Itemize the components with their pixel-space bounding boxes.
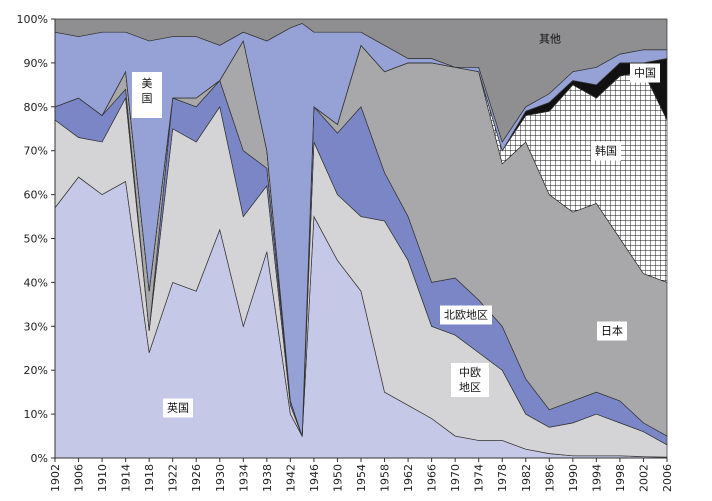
x-tick-label: 2006 [661, 464, 674, 492]
y-tick-label: 60% [24, 189, 48, 202]
x-tick-label: 1950 [331, 464, 344, 492]
x-tick-label: 1906 [73, 464, 86, 492]
y-tick-label: 90% [24, 57, 48, 70]
x-tick-label: 2002 [637, 464, 650, 492]
x-tick-label: 1954 [355, 464, 368, 492]
x-tick-label: 1962 [402, 464, 415, 492]
x-tick-label: 1966 [426, 464, 439, 492]
y-tick-label: 20% [24, 364, 48, 377]
y-tick-label: 70% [24, 145, 48, 158]
series-label: 英国 [163, 398, 193, 418]
y-tick-label: 30% [24, 320, 48, 333]
x-tick-label: 1994 [590, 464, 603, 492]
x-tick-label: 1934 [237, 464, 250, 492]
x-tick-label: 1986 [543, 464, 556, 492]
series-label: 美国 [132, 72, 162, 118]
y-tick-label: 0% [31, 452, 48, 465]
series-label: 其他 [539, 32, 561, 46]
x-tick-label: 1914 [120, 464, 133, 492]
x-tick-label: 1926 [190, 464, 203, 492]
x-tick-label: 1958 [379, 464, 392, 492]
y-tick-label: 10% [24, 408, 48, 421]
series-label: 中国 [630, 63, 660, 83]
x-tick-label: 1982 [520, 464, 533, 492]
x-tick-label: 1974 [473, 464, 486, 492]
series-label: 日本 [597, 321, 627, 341]
x-tick-label: 1946 [308, 464, 321, 492]
y-tick-label: 100% [17, 13, 48, 26]
x-tick-label: 1922 [167, 464, 180, 492]
x-tick-label: 1902 [49, 464, 62, 492]
y-tick-label: 80% [24, 101, 48, 114]
x-tick-label: 1978 [496, 464, 509, 492]
y-tick-label: 40% [24, 276, 48, 289]
series-label: 韩国 [591, 141, 621, 161]
x-tick-label: 1990 [567, 464, 580, 492]
series-label: 北欧地区 [440, 305, 492, 325]
x-tick-label: 1938 [261, 464, 274, 492]
x-tick-label: 1910 [96, 464, 109, 492]
series-label: 中欧地区 [451, 363, 489, 397]
x-tick-label: 1998 [614, 464, 627, 492]
x-tick-label: 1918 [143, 464, 156, 492]
x-tick-label: 1970 [449, 464, 462, 492]
x-tick-label: 1942 [284, 464, 297, 492]
y-tick-label: 50% [24, 233, 48, 246]
area [54, 18, 668, 143]
x-tick-label: 1930 [214, 464, 227, 492]
